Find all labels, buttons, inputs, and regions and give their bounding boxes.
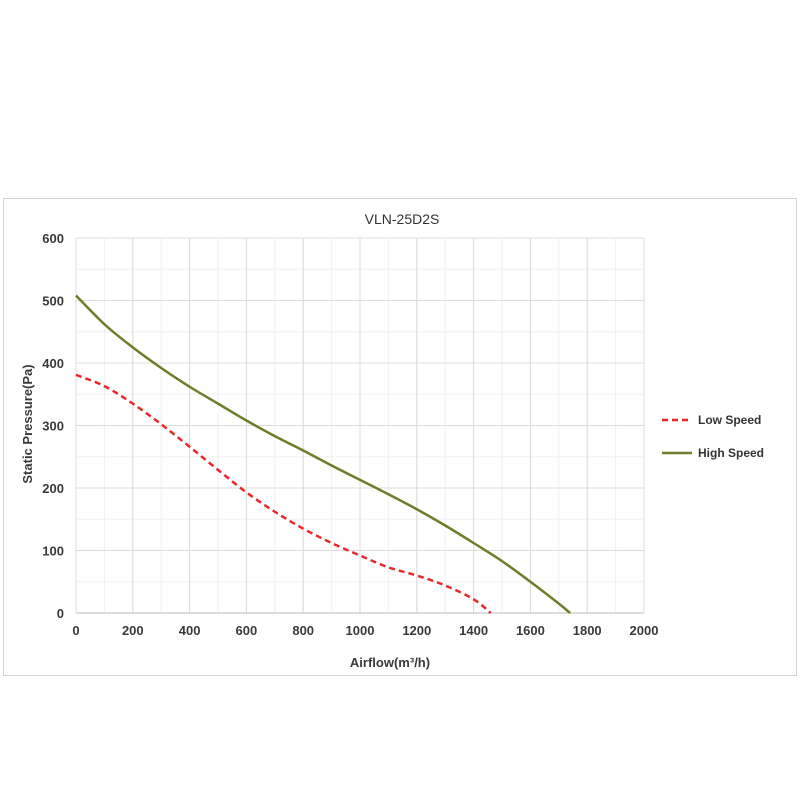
low-speed-line: [75, 373, 492, 614]
y-tick-label: 0: [57, 606, 64, 621]
y-tick-label: 500: [42, 294, 64, 309]
y-tick-label: 300: [42, 419, 64, 434]
x-tick-label: 2000: [630, 623, 659, 638]
x-tick-label: 1000: [346, 623, 375, 638]
x-tick-label: 1600: [516, 623, 545, 638]
y-tick-label: 200: [42, 481, 64, 496]
x-tick-label: 1800: [573, 623, 602, 638]
x-tick-label: 1400: [459, 623, 488, 638]
high-speed-line: [75, 294, 571, 614]
y-tick-label: 100: [42, 544, 64, 559]
x-tick-label: 600: [236, 623, 258, 638]
series-lines: [75, 294, 571, 614]
performance-curve-chart: 0 200 400 600 800 1000 1200 1400 1600 1800 2000 0 10…: [20, 211, 764, 670]
y-tick-label: 600: [42, 231, 64, 246]
high-speed-legend-label: High Speed: [698, 446, 764, 460]
y-axis-title: Static Pressure(Pa): [20, 364, 35, 483]
x-tick-label: 400: [179, 623, 201, 638]
x-axis-title: Airflow(m³/h): [350, 655, 430, 670]
low-speed-legend-label: Low Speed: [698, 413, 761, 427]
grid: [75, 237, 645, 614]
x-tick-label: 200: [122, 623, 144, 638]
axes: 0 200 400 600 800 1000 1200 1400 1600 1800 2000 0 10…: [42, 231, 658, 638]
x-tick-label: 0: [72, 623, 79, 638]
y-tick-label: 400: [42, 356, 64, 371]
chart-title: VLN-25D2S: [365, 211, 440, 227]
x-tick-label: 1200: [402, 623, 431, 638]
chart-container: 0 200 400 600 800 1000 1200 1400 1600 1800 2000 0 10…: [3, 198, 797, 676]
x-tick-label: 800: [292, 623, 314, 638]
legend: Low Speed High Speed: [662, 413, 764, 460]
